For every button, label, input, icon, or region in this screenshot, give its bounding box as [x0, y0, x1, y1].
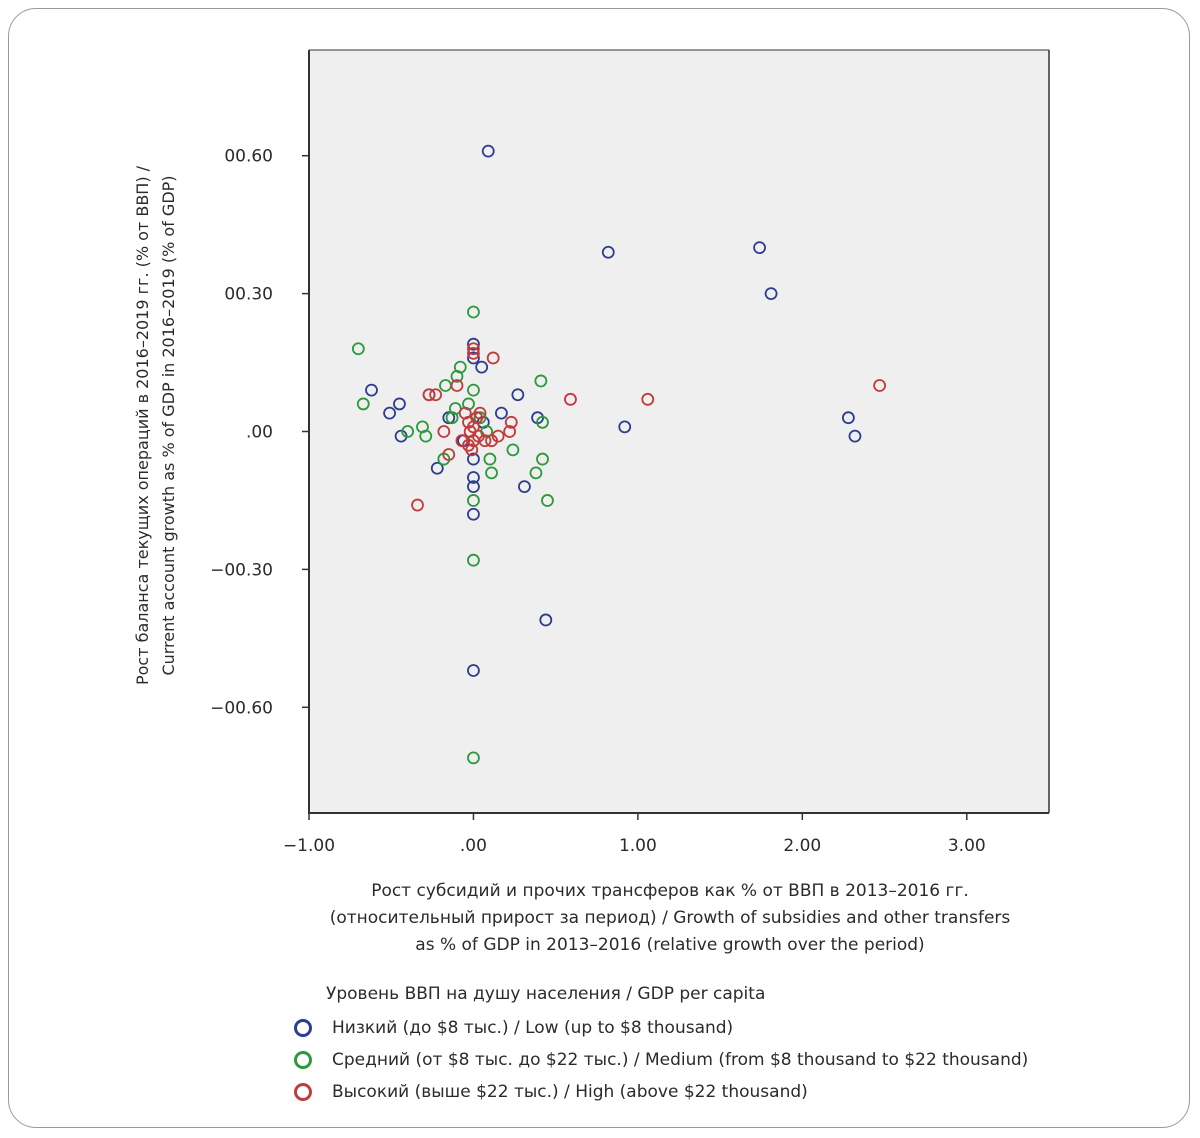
x-tick-label: .00	[460, 836, 487, 856]
data-point-series-0	[618, 420, 632, 434]
plot-area	[309, 50, 1049, 813]
data-point-series-0	[467, 471, 480, 484]
data-point-series-2	[429, 388, 443, 402]
data-point-series-1	[356, 397, 370, 411]
data-point-series-2	[442, 448, 456, 461]
data-point-series-0	[481, 144, 495, 158]
data-point-series-0	[365, 383, 378, 397]
data-point-series-1	[467, 553, 480, 567]
data-point-series-2	[465, 443, 479, 457]
y-tick-label: .00	[246, 423, 273, 443]
legend-marker-low-icon	[294, 1019, 312, 1037]
data-point-series-0	[848, 429, 862, 443]
data-point-series-2	[411, 498, 424, 512]
legend-item-high: Высокий (выше $22 тыс.) / High (above $2…	[290, 1076, 1028, 1108]
data-point-series-0	[467, 480, 480, 494]
data-point-series-1	[467, 751, 480, 765]
data-point-series-0	[518, 480, 531, 494]
data-point-series-2	[486, 351, 500, 365]
x-tick-label: 3.00	[948, 836, 986, 856]
data-point-series-0	[393, 397, 406, 411]
data-point-series-2	[564, 392, 577, 406]
data-point-series-1	[541, 494, 554, 507]
data-point-series-1	[467, 305, 480, 319]
data-point-series-2	[503, 425, 517, 438]
y-tick-label: 00.30	[224, 285, 273, 305]
data-point-series-1	[536, 452, 549, 466]
figure-frame	[8, 8, 1190, 1128]
data-point-series-1	[450, 369, 464, 383]
data-point-series-0	[841, 411, 855, 425]
data-point-series-0	[442, 411, 456, 425]
data-point-series-1	[401, 425, 415, 438]
data-point-series-1	[473, 411, 487, 425]
data-point-series-2	[504, 415, 518, 429]
data-point-series-0	[467, 452, 480, 466]
data-point-series-2	[467, 346, 480, 360]
data-point-series-1	[351, 342, 365, 356]
x-tick-label: 1.00	[619, 836, 657, 856]
legend-item-medium: Средний (от $8 тыс. до $22 тыс.) / Mediu…	[290, 1044, 1028, 1076]
x-tick-label: 2.00	[783, 836, 821, 856]
y-tick-label: −00.60	[210, 698, 273, 718]
y-tick-label: 00.60	[224, 147, 273, 167]
data-point-series-2	[467, 420, 480, 434]
x-axis-title-line-3: as % of GDP in 2013–2016 (relative growt…	[415, 935, 925, 955]
data-point-series-2	[473, 406, 487, 420]
data-point-series-0	[467, 337, 480, 351]
data-point-series-0	[475, 360, 489, 374]
data-point-series-2	[641, 392, 655, 406]
y-axis-title-line: Рост баланса текущих операций в 2016–201…	[133, 165, 152, 685]
legend-label-medium: Средний (от $8 тыс. до $22 тыс.) / Mediu…	[332, 1050, 1029, 1070]
data-point-series-0	[753, 241, 766, 255]
data-point-series-0	[511, 388, 525, 402]
data-point-series-1	[485, 466, 498, 480]
data-point-series-2	[422, 388, 436, 402]
data-point-series-1	[529, 466, 543, 480]
data-point-series-2	[478, 434, 492, 448]
data-point-series-2	[455, 434, 469, 448]
legend-label-low: Низкий (до $8 тыс.) / Low (up to $8 thou…	[332, 1018, 734, 1038]
legend-label-high: Высокий (выше $22 тыс.) / High (above $2…	[332, 1082, 808, 1102]
x-axis-title-line-2: (относительный прирост за период) / Grow…	[329, 908, 1011, 928]
y-axis-title-line: Current account growth as % of GDP in 20…	[159, 175, 178, 675]
y-tick-label: −00.30	[210, 560, 273, 580]
data-point-series-1	[506, 443, 520, 457]
legend-marker-high-icon	[294, 1083, 312, 1101]
data-point-series-1	[483, 452, 497, 466]
legend: Уровень ВВП на душу населения / GDP per …	[290, 984, 1028, 1108]
data-point-series-1	[536, 415, 549, 429]
data-point-series-0	[467, 507, 480, 521]
data-point-series-0	[601, 245, 615, 259]
data-point-series-0	[383, 406, 396, 420]
data-point-series-1	[534, 374, 548, 388]
data-point-series-1	[419, 429, 433, 443]
data-point-series-0	[467, 664, 480, 677]
data-point-series-2	[437, 425, 451, 438]
data-point-series-0	[467, 351, 480, 365]
data-point-series-0	[764, 287, 778, 301]
data-point-series-2	[467, 342, 480, 356]
legend-title: Уровень ВВП на душу населения / GDP per …	[326, 984, 766, 1004]
legend-item-low: Низкий (до $8 тыс.) / Low (up to $8 thou…	[290, 1012, 1028, 1044]
data-point-series-1	[467, 494, 480, 507]
x-tick-label: −1.00	[283, 836, 335, 856]
x-axis-title-line-1: Рост субсидий и прочих трансферов как % …	[371, 881, 969, 901]
data-point-series-0	[494, 406, 508, 420]
data-point-series-2	[450, 379, 464, 392]
data-point-series-2	[485, 434, 498, 448]
data-point-series-1	[467, 383, 480, 397]
legend-marker-medium-icon	[294, 1051, 312, 1069]
x-axis-title: Рост субсидий и прочих трансферов как % …	[290, 878, 1050, 959]
data-point-series-2	[873, 379, 887, 392]
data-point-series-0	[430, 461, 444, 475]
data-point-series-0	[539, 613, 553, 627]
